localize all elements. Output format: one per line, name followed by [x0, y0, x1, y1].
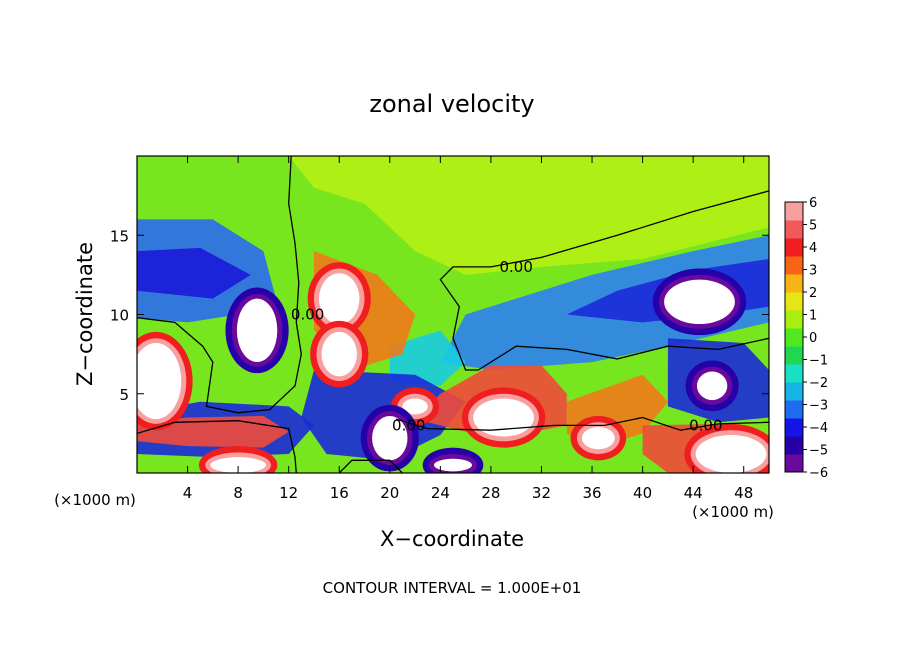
core-13 — [434, 458, 472, 472]
x-unit-label-left: (×1000 m) — [54, 491, 136, 509]
colorbar-tick-label-2: 2 — [809, 286, 817, 301]
colorbar-tick-label-1: 1 — [809, 309, 817, 324]
x-unit-label-right: (×1000 m) — [692, 503, 774, 521]
contour-label-3: 0.00 — [392, 416, 425, 434]
x-tick-label-32: 32 — [532, 484, 551, 502]
core-10 — [664, 279, 735, 325]
colorbar-swatch-4 — [785, 400, 803, 419]
x-tick-label-40: 40 — [633, 484, 652, 502]
core-11 — [696, 371, 728, 401]
colorbar-tick-label--1: −1 — [809, 354, 828, 369]
x-tick-label-44: 44 — [684, 484, 703, 502]
core-12 — [372, 415, 408, 461]
colorbar-swatch-13 — [785, 238, 803, 257]
colorbar-swatch-8 — [785, 328, 803, 347]
core-8 — [402, 398, 428, 415]
colorbar-swatch-9 — [785, 310, 803, 329]
core-6 — [695, 434, 767, 473]
colorbar-tick-label--6: −6 — [809, 466, 828, 481]
field-band-1 — [288, 156, 769, 275]
core-3 — [321, 331, 357, 377]
colorbar-swatch-2 — [785, 436, 803, 455]
contour-interval-footer: CONTOUR INTERVAL = 1.000E+01 — [323, 579, 582, 597]
colorbar-tick-label-5: 5 — [809, 219, 817, 234]
colorbar-tick-label-0: 0 — [809, 331, 817, 346]
field-band-3 — [137, 247, 251, 299]
chart-title: zonal velocity — [369, 90, 534, 118]
y-tick-label-15: 15 — [110, 227, 129, 245]
x-tick-label-24: 24 — [431, 484, 450, 502]
colorbar-swatch-7 — [785, 346, 803, 365]
contour-labels: 0.00 0.00 0.00 0.00 — [291, 258, 723, 435]
core-5 — [581, 427, 615, 450]
x-tick-label-28: 28 — [481, 484, 500, 502]
x-axis-label: X−coordinate — [380, 527, 524, 551]
colorbar-swatch-14 — [785, 220, 803, 239]
colorbar-swatch-1 — [785, 454, 803, 473]
contour-label-2: 0.00 — [291, 306, 324, 324]
colorbar-tick-label--2: −2 — [809, 376, 828, 391]
colorbar-swatch-11 — [785, 274, 803, 293]
colorbar-tick-label-4: 4 — [809, 241, 817, 256]
core-7 — [210, 457, 266, 473]
x-tick-label-48: 48 — [734, 484, 753, 502]
colorbar-tick-label--3: −3 — [809, 399, 828, 414]
y-tick-label-5: 5 — [119, 386, 129, 404]
zero-contour-4 — [395, 416, 769, 431]
y-tick-label-10: 10 — [110, 307, 129, 325]
colorbar-swatch-12 — [785, 256, 803, 275]
colorbar-tick-label--4: −4 — [809, 421, 828, 436]
core-1 — [137, 343, 182, 420]
colorbar — [784, 201, 804, 473]
zero-contour-5 — [338, 459, 403, 473]
x-tick-label-20: 20 — [380, 484, 399, 502]
x-tick-label-12: 12 — [279, 484, 298, 502]
field-band-6 — [389, 330, 466, 386]
zero-contour-3 — [439, 190, 769, 371]
zero-contour-1 — [137, 156, 302, 414]
colorbar-tick-label-6: 6 — [809, 196, 817, 211]
colorbar-tick-label-3: 3 — [809, 264, 817, 279]
x-tick-label-4: 4 — [183, 484, 193, 502]
x-tick-label-36: 36 — [582, 484, 601, 502]
colorbar-swatch-10 — [785, 292, 803, 311]
core-2 — [319, 273, 360, 325]
colorbar-tick-label--5: −5 — [809, 444, 828, 459]
zero-contour-2 — [137, 420, 297, 473]
core-4 — [473, 398, 534, 437]
core-9 — [236, 298, 278, 363]
plot-area: 0.00 0.00 0.00 0.00 — [136, 155, 770, 474]
colorbar-swatch-6 — [785, 364, 803, 383]
colorbar-swatch-15 — [785, 202, 803, 221]
y-axis-ticks: 5 10 15 — [110, 227, 769, 404]
colorbar-swatch-5 — [785, 382, 803, 401]
field-band-9 — [137, 415, 289, 448]
colorbar-swatch-3 — [785, 418, 803, 437]
contour-label-4: 0.00 — [689, 416, 722, 434]
y-axis-label: Z−coordinate — [73, 242, 97, 386]
colorbar-ticks: 6 5 4 3 2 1 0 −1 −2 −3 −4 −5 −6 — [803, 196, 828, 481]
x-tick-label-16: 16 — [330, 484, 349, 502]
x-tick-label-8: 8 — [233, 484, 243, 502]
x-axis-ticks: 4 8 12 16 20 24 28 32 36 40 44 48 — [183, 156, 753, 502]
velocity-field — [137, 156, 769, 473]
zero-contours — [137, 156, 769, 473]
contour-label-1: 0.00 — [499, 258, 532, 276]
